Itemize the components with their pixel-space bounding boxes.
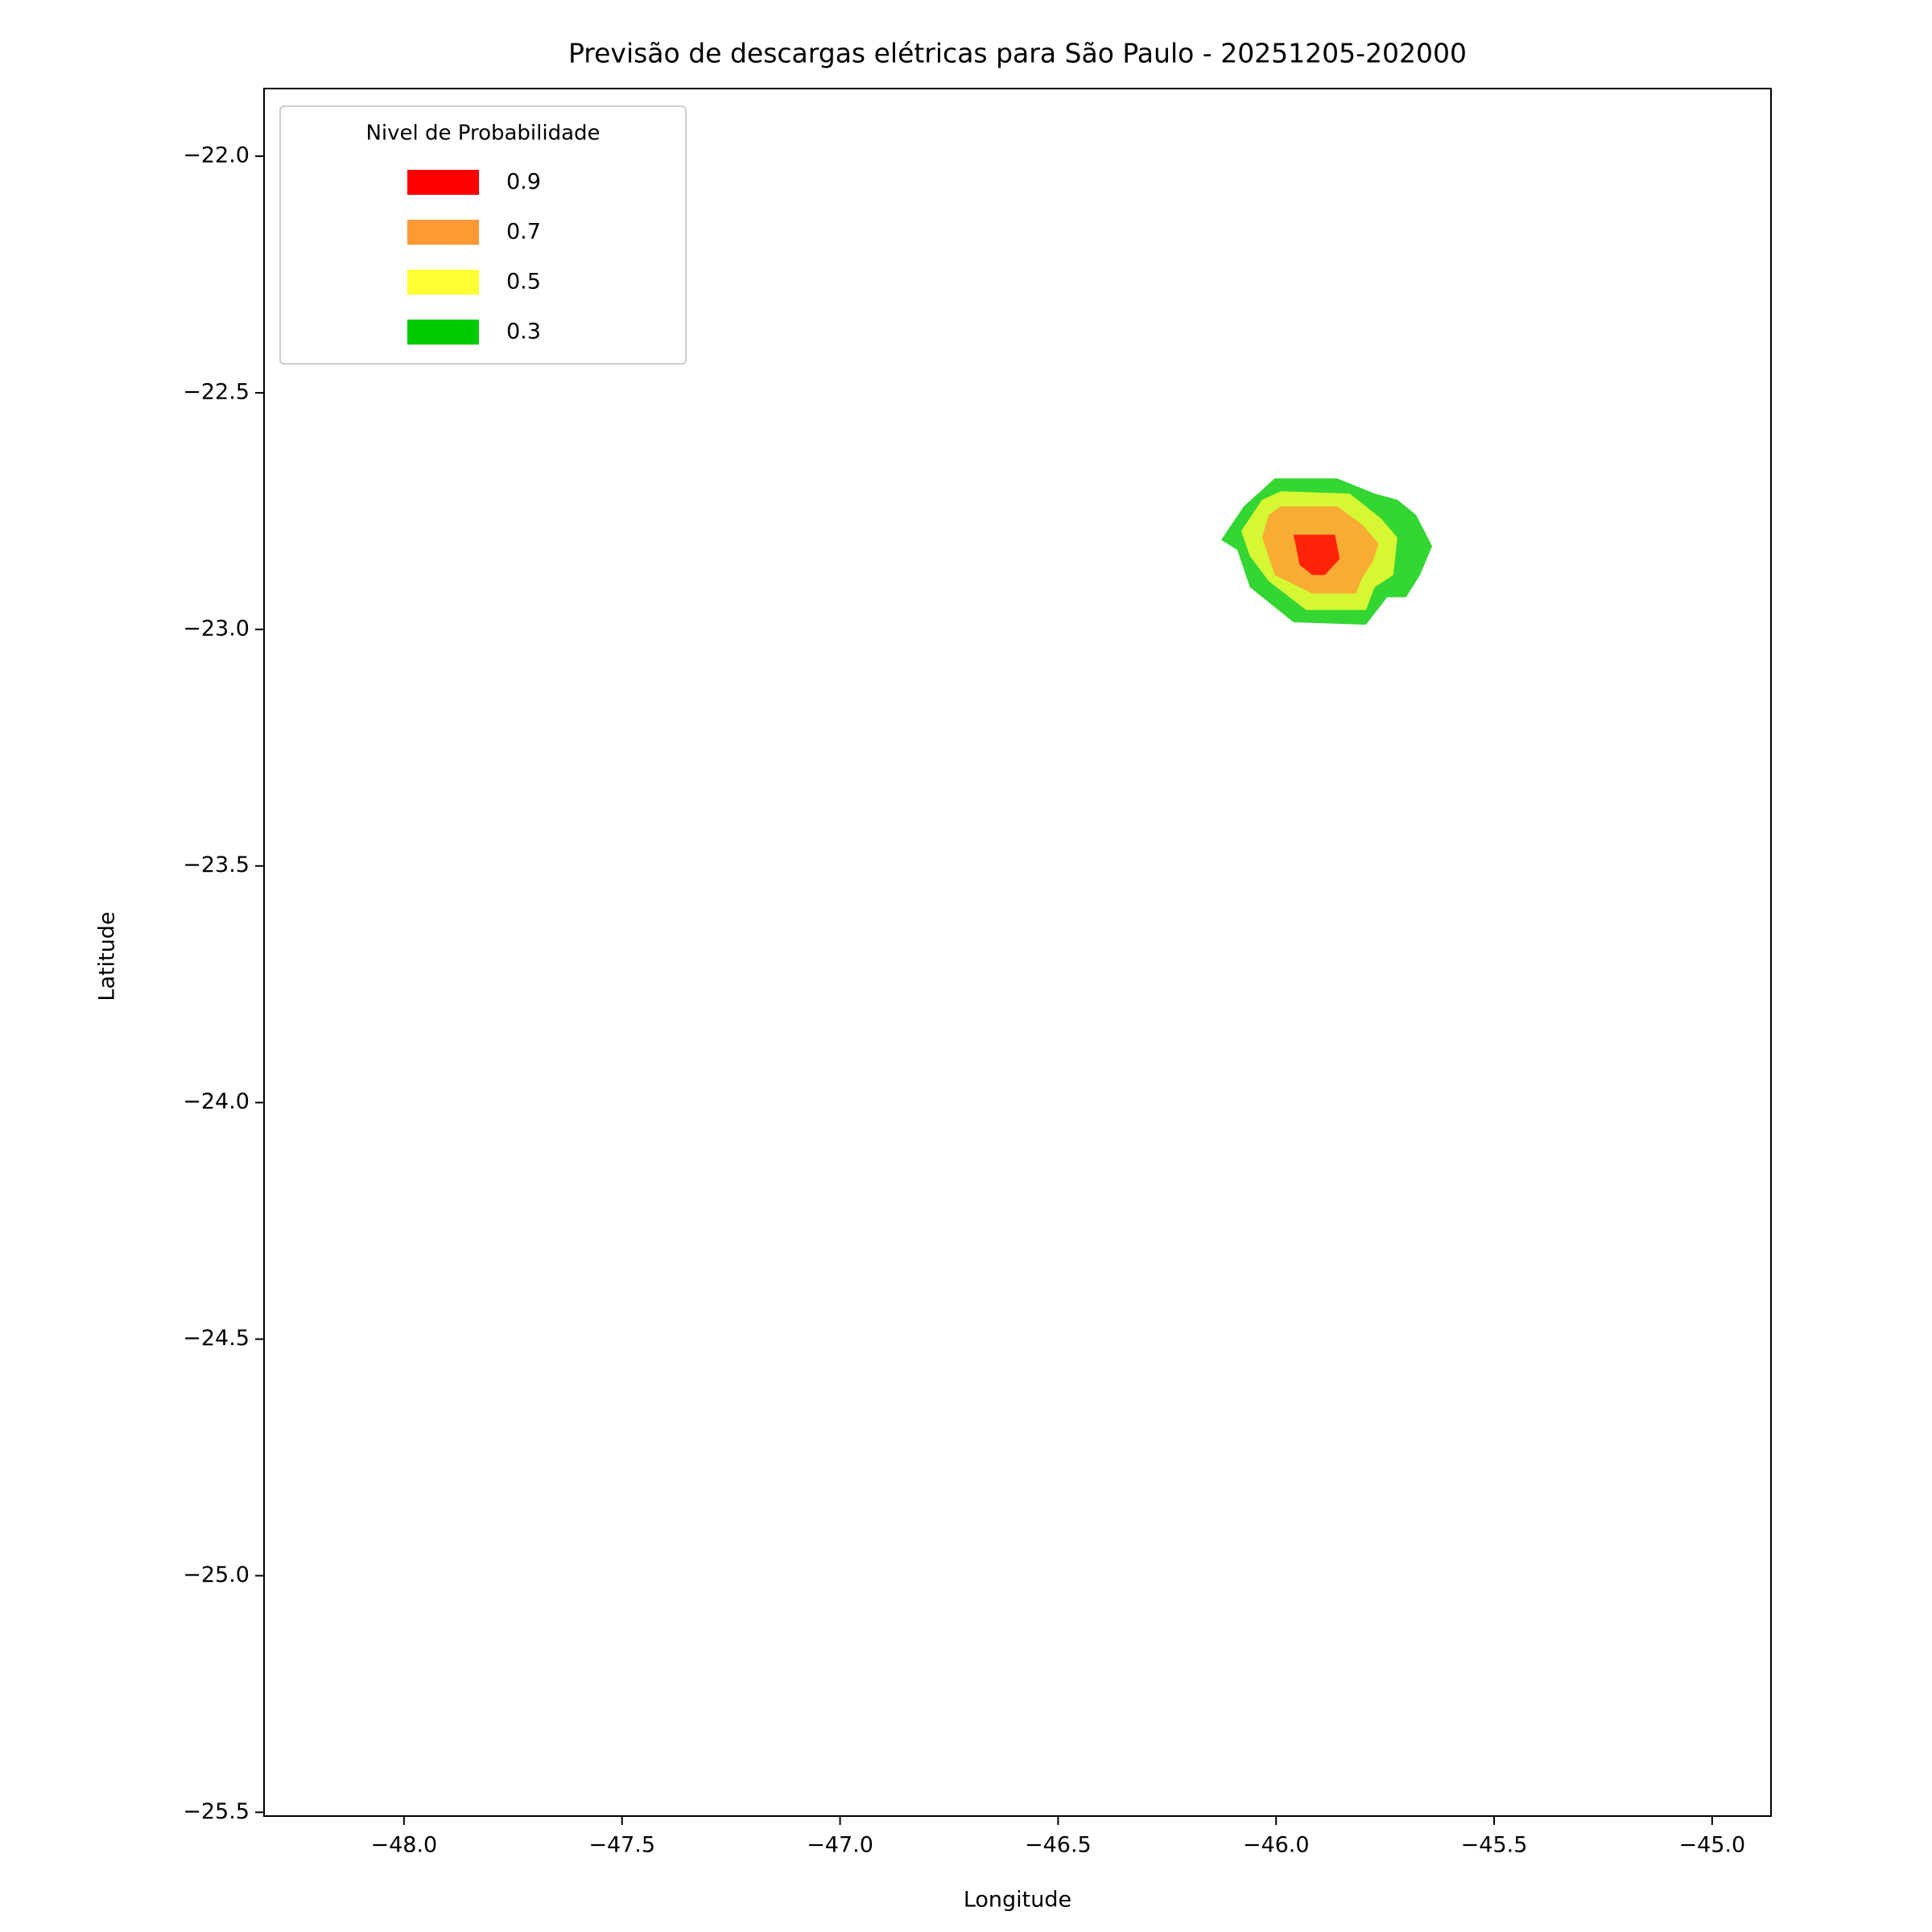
legend-title: Nivel de Probabilidade — [365, 122, 600, 146]
legend-swatch — [407, 220, 479, 245]
x-tick-label: −47.0 — [807, 1833, 873, 1858]
x-tick-label: −47.5 — [588, 1833, 655, 1858]
legend-label: 0.7 — [506, 220, 541, 245]
legend-label: 0.3 — [506, 320, 541, 345]
y-tick-label: −23.5 — [183, 852, 250, 877]
x-tick-label: −46.0 — [1243, 1833, 1310, 1858]
y-tick-label: −24.0 — [183, 1089, 250, 1114]
legend-swatch — [407, 270, 479, 295]
contour-region — [1293, 535, 1340, 576]
legend-box — [279, 105, 687, 365]
y-tick-label: −22.5 — [183, 379, 250, 404]
x-tick-label: −46.5 — [1025, 1833, 1092, 1858]
legend-label: 0.9 — [506, 170, 541, 195]
y-tick-label: −22.0 — [183, 143, 250, 168]
x-tick-label: −45.5 — [1461, 1833, 1528, 1858]
y-tick-label: −23.0 — [183, 616, 250, 641]
chart-title: Previsão de descargas elétricas para São… — [568, 38, 1467, 69]
x-axis-label: Longitude — [964, 1888, 1071, 1913]
legend-label: 0.5 — [506, 270, 541, 295]
y-tick-label: −25.0 — [183, 1563, 250, 1587]
legend-swatch — [407, 320, 479, 345]
y-tick-label: −25.5 — [183, 1799, 250, 1824]
y-tick-label: −24.5 — [183, 1326, 250, 1351]
x-tick-label: −45.0 — [1679, 1833, 1746, 1858]
plot-frame — [263, 88, 1772, 1817]
y-axis-label: Latitude — [95, 911, 120, 1001]
x-tick-label: −48.0 — [371, 1833, 438, 1858]
legend-swatch — [407, 170, 479, 195]
